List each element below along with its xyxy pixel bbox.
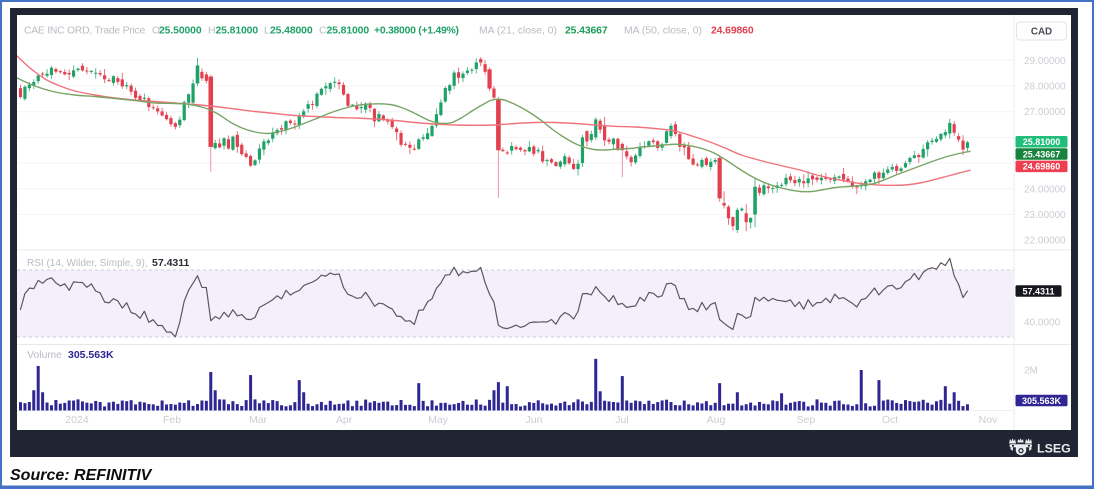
svg-text:C: C: [319, 26, 327, 37]
svg-text:+0.38000 (+1.49%): +0.38000 (+1.49%): [374, 26, 459, 37]
svg-text:24.00000: 24.00000: [1024, 184, 1066, 195]
svg-text:23.00000: 23.00000: [1024, 210, 1066, 221]
svg-text:57.4311: 57.4311: [1022, 286, 1054, 296]
svg-text:CAE INC ORD, Trade Price: CAE INC ORD, Trade Price: [24, 26, 145, 37]
svg-text:CAD: CAD: [1031, 27, 1052, 38]
svg-text:22.00000: 22.00000: [1024, 236, 1066, 247]
svg-text:Jul: Jul: [615, 414, 628, 426]
svg-text:25.81000: 25.81000: [216, 26, 259, 37]
svg-text:305.563K: 305.563K: [1022, 396, 1062, 406]
svg-text:MA (21, close, 0): MA (21, close, 0): [479, 26, 557, 37]
svg-text:RSI (14, Wilder, Simple, 9),: RSI (14, Wilder, Simple, 9),: [27, 258, 148, 269]
svg-text:Oct: Oct: [882, 414, 898, 426]
svg-text:57.4311: 57.4311: [152, 257, 190, 269]
svg-text:305.563K: 305.563K: [68, 349, 114, 361]
svg-text:May: May: [428, 414, 449, 426]
svg-text:25.50000: 25.50000: [159, 26, 202, 37]
svg-text:O: O: [152, 26, 160, 37]
svg-text:Source: REFINITIV: Source: REFINITIV: [10, 467, 153, 484]
svg-text:24.69860: 24.69860: [1023, 162, 1061, 172]
svg-text:25.81000: 25.81000: [1023, 137, 1061, 147]
svg-text:28.00000: 28.00000: [1024, 82, 1066, 93]
svg-text:H: H: [208, 26, 216, 37]
svg-text:2024: 2024: [65, 414, 89, 426]
svg-text:27.00000: 27.00000: [1024, 107, 1066, 118]
svg-text:Nov: Nov: [979, 414, 998, 426]
svg-text:25.43667: 25.43667: [1023, 149, 1061, 159]
svg-text:Jun: Jun: [526, 414, 543, 426]
svg-text:25.48000: 25.48000: [270, 26, 313, 37]
svg-text:40.0000: 40.0000: [1024, 318, 1061, 329]
svg-text:Mar: Mar: [249, 414, 268, 426]
svg-text:LSEG: LSEG: [1037, 442, 1071, 456]
svg-text:Volume: Volume: [27, 349, 62, 361]
svg-text:Aug: Aug: [707, 414, 726, 426]
svg-text:2M: 2M: [1024, 366, 1038, 377]
svg-text:Feb: Feb: [163, 414, 181, 426]
svg-text:29.00000: 29.00000: [1024, 56, 1066, 67]
svg-text:25.43667: 25.43667: [565, 26, 608, 37]
svg-text:Sep: Sep: [797, 414, 816, 426]
svg-text:25.81000: 25.81000: [327, 26, 370, 37]
svg-text:MA (50, close, 0): MA (50, close, 0): [624, 26, 702, 37]
svg-text:L: L: [264, 26, 270, 37]
svg-text:24.69860: 24.69860: [711, 26, 754, 37]
svg-text:Apr: Apr: [336, 414, 353, 426]
